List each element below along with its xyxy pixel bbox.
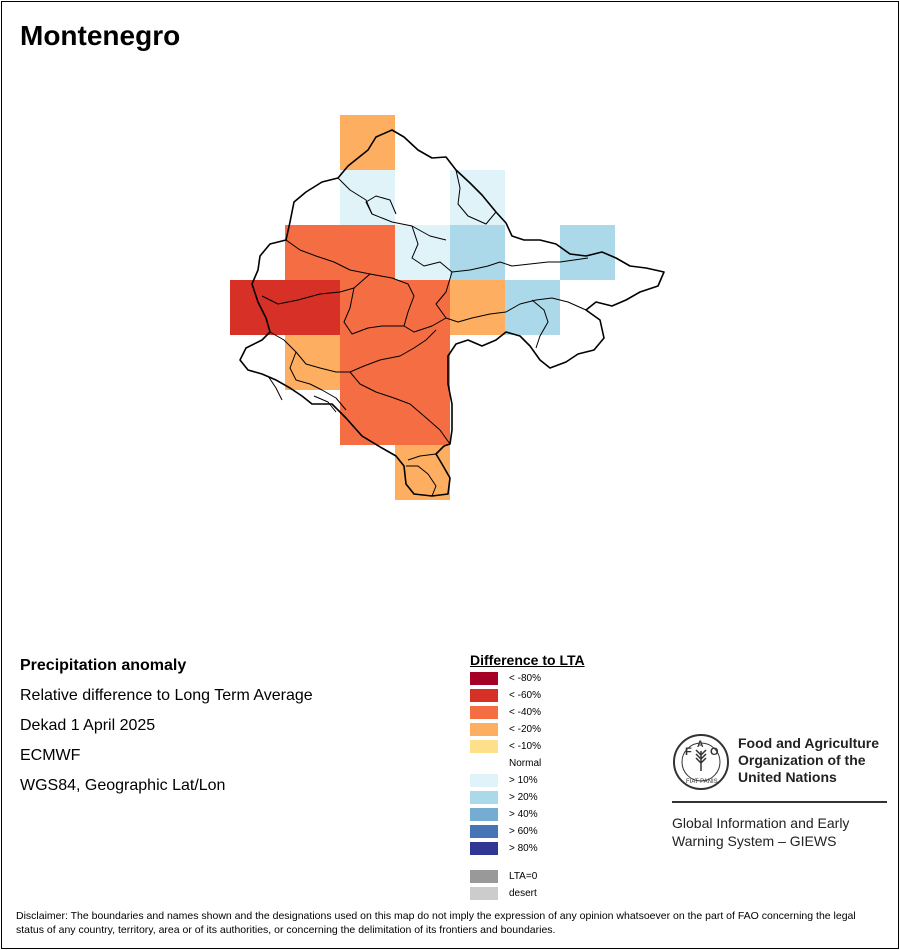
legend-swatch xyxy=(470,773,498,787)
legend-item: LTA=0 xyxy=(470,869,537,883)
giews-line: Global Information and Early xyxy=(672,815,850,831)
legend-swatch xyxy=(470,739,498,753)
grid-cell xyxy=(340,225,395,280)
grid-cell xyxy=(285,225,340,280)
svg-text:F: F xyxy=(685,746,692,758)
legend-item: Normal xyxy=(470,756,541,770)
legend-swatch xyxy=(470,705,498,719)
info-projection: WGS84, Geographic Lat/Lon xyxy=(20,777,226,794)
legend-label: LTA=0 xyxy=(509,870,538,882)
legend-item: < -60% xyxy=(470,688,541,702)
legend-swatch xyxy=(470,688,498,702)
legend-swatch xyxy=(470,756,498,770)
legend-item: > 40% xyxy=(470,807,538,821)
legend-label: > 20% xyxy=(509,791,538,803)
grid-cell xyxy=(450,280,505,335)
info-heading: Precipitation anomaly xyxy=(20,657,187,674)
svg-text:O: O xyxy=(710,746,719,758)
grid-cell xyxy=(395,335,450,390)
grid-cell xyxy=(340,170,395,225)
fao-emblem-icon: F A O FIAT PANIS xyxy=(673,734,729,790)
legend-item: desert xyxy=(470,886,537,900)
legend-label: < -10% xyxy=(509,740,541,752)
legend-item: > 60% xyxy=(470,824,538,838)
grid-cell xyxy=(395,445,450,500)
legend-label: Normal xyxy=(509,757,542,769)
legend-label: > 80% xyxy=(509,842,538,854)
legend-label: < -40% xyxy=(509,706,541,718)
grid-cell xyxy=(340,390,395,445)
grid-cell xyxy=(230,280,285,335)
legend-label: desert xyxy=(509,887,537,899)
legend-swatch xyxy=(470,824,498,838)
legend-item: > 80% xyxy=(470,841,538,855)
grid-cell xyxy=(285,280,340,335)
legend-item: < -20% xyxy=(470,722,541,736)
fao-name-line: Organization of the xyxy=(738,752,866,768)
svg-text:FIAT PANIS: FIAT PANIS xyxy=(686,779,718,785)
legend-label: > 10% xyxy=(509,774,538,786)
info-period: Dekad 1 April 2025 xyxy=(20,717,156,734)
legend-swatch xyxy=(470,807,498,821)
legend-swatch xyxy=(470,671,498,685)
legend-item: > 10% xyxy=(470,773,538,787)
grid-cell xyxy=(395,280,450,335)
legend-item: < -40% xyxy=(470,705,541,719)
giews-line: Warning System – GIEWS xyxy=(672,833,837,849)
grid-cell xyxy=(340,335,395,390)
legend-swatch xyxy=(470,790,498,804)
grid-cell xyxy=(395,390,450,445)
legend-label: < -60% xyxy=(509,689,541,701)
legend-label: > 60% xyxy=(509,825,538,837)
legend-item: < -10% xyxy=(470,739,541,753)
legend-item: > 20% xyxy=(470,790,538,804)
legend-title: Difference to LTA xyxy=(470,652,585,668)
map-title: Montenegro xyxy=(20,20,181,51)
disclaimer: Disclaimer: The boundaries and names sho… xyxy=(16,910,856,936)
fao-name-line: United Nations xyxy=(738,769,837,785)
giews-name: Global Information and Early Warning Sys… xyxy=(672,814,849,850)
grid-cell xyxy=(340,115,395,170)
legend-label: < -80% xyxy=(509,672,541,684)
legend-swatch xyxy=(470,869,498,883)
legend-swatch xyxy=(470,841,498,855)
country-boundary xyxy=(239,129,665,497)
legend-item: < -80% xyxy=(470,671,541,685)
municipal-boundaries xyxy=(261,169,589,497)
legend-swatch xyxy=(470,886,498,900)
legend-swatch xyxy=(470,722,498,736)
info-source: ECMWF xyxy=(20,747,81,764)
fao-organization-name: Food and Agriculture Organization of the… xyxy=(738,735,879,786)
grid-cell xyxy=(395,225,450,280)
svg-text:A: A xyxy=(697,739,704,749)
grid-cell xyxy=(285,335,340,390)
legend-label: < -20% xyxy=(509,723,541,735)
precipitation-map xyxy=(230,115,665,500)
anomaly-grid xyxy=(230,115,615,500)
legend-label: > 40% xyxy=(509,808,538,820)
fao-name-line: Food and Agriculture xyxy=(738,735,880,751)
divider xyxy=(672,801,887,803)
grid-cell xyxy=(340,280,395,335)
info-subtitle: Relative difference to Long Term Average xyxy=(20,687,313,704)
